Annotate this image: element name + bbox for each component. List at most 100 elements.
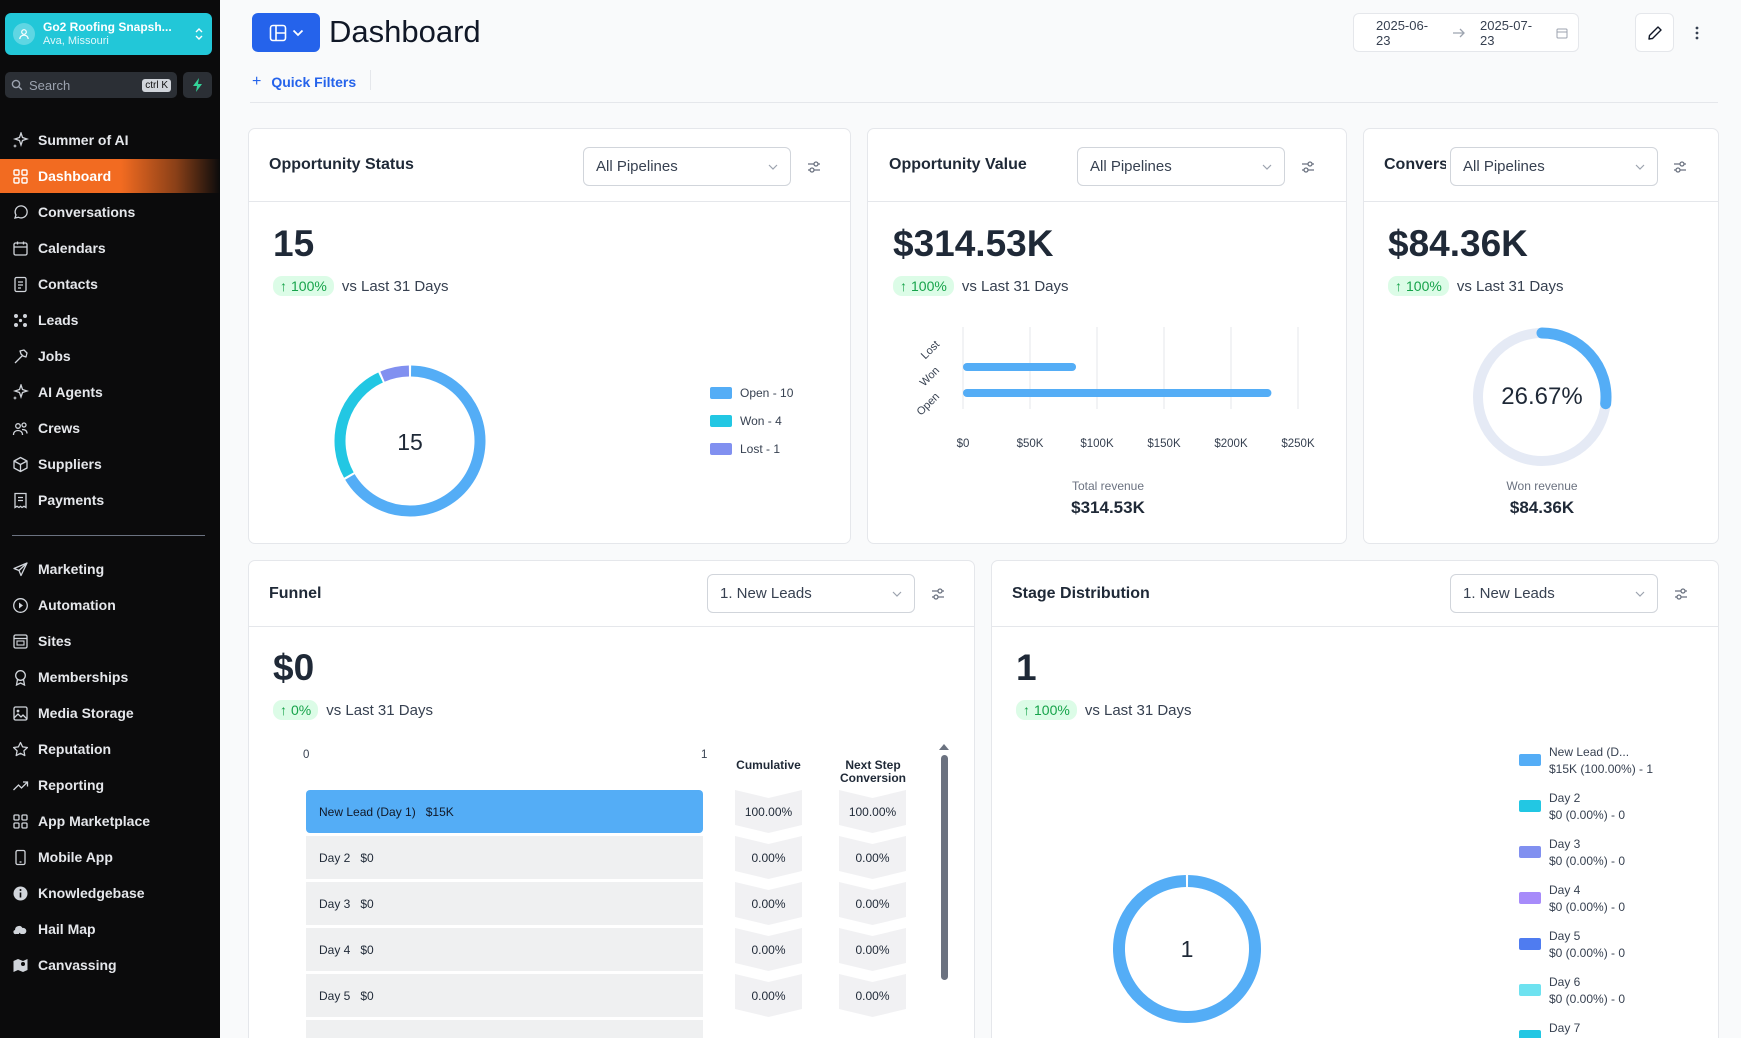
sidebar-item-media-storage[interactable]: Media Storage	[0, 696, 220, 730]
pipeline-select[interactable]: All Pipelines	[1077, 147, 1285, 186]
legend-item[interactable]: Day 6 $0 (0.00%) - 0	[1519, 974, 1625, 1009]
legend-item[interactable]: Day 4 $0 (0.00%) - 0	[1519, 882, 1625, 917]
donut-slice-open[interactable]	[345, 365, 486, 517]
date-range-picker[interactable]: 2025-06-23 2025-07-23	[1353, 13, 1579, 52]
select-value: 1. New Leads	[1463, 585, 1555, 602]
account-location: Ava, Missouri	[43, 34, 109, 47]
sidebar-item-mobile-app[interactable]: Mobile App	[0, 840, 220, 874]
sidebar-item-label: Conversations	[38, 204, 136, 220]
sidebar-item-summer-of-ai[interactable]: Summer of AI	[0, 123, 220, 157]
stage-select[interactable]: 1. New Leads	[707, 574, 915, 613]
legend-item[interactable]: Day 7	[1519, 1020, 1580, 1038]
card-title: Funnel	[269, 585, 322, 602]
sliders-icon[interactable]	[1300, 159, 1316, 175]
arrow-up-icon: ↑	[280, 702, 287, 718]
legend-item[interactable]: New Lead (D... $15K (100.00%) - 1	[1519, 744, 1653, 779]
sidebar-item-hail-map[interactable]: Hail Map	[0, 912, 220, 946]
sidebar-item-reporting[interactable]: Reporting	[0, 768, 220, 802]
funnel-row[interactable]: Day 2 $0	[306, 836, 703, 879]
calendar-icon	[12, 240, 29, 257]
sidebar-item-app-marketplace[interactable]: App Marketplace	[0, 804, 220, 838]
legend-swatch	[710, 387, 732, 399]
funnel-row[interactable]	[306, 1020, 703, 1038]
scrollbar-thumb[interactable]	[940, 755, 948, 980]
sidebar-item-suppliers[interactable]: Suppliers	[0, 447, 220, 481]
legend-item[interactable]: Won - 4	[710, 414, 782, 428]
donut-slice-won[interactable]	[334, 372, 384, 478]
card-header: Opportunity Value All Pipelines	[868, 129, 1346, 202]
stage-distribution-card: Stage Distribution 1. New Leads 1 ↑ 100% …	[991, 560, 1719, 1038]
sidebar-item-canvassing[interactable]: Canvassing	[0, 948, 220, 982]
sidebar-item-marketing[interactable]: Marketing	[0, 552, 220, 586]
sparkle-icon	[12, 131, 29, 149]
funnel-stage: Day 5	[319, 988, 351, 1003]
edit-dashboard-button[interactable]	[1635, 13, 1674, 52]
sidebar-item-label: Memberships	[38, 669, 129, 685]
metric-value: $0	[273, 647, 315, 688]
quick-action-button[interactable]	[183, 72, 212, 98]
arrow-up-icon: ↑	[1395, 278, 1402, 294]
sidebar-item-knowledgebase[interactable]: Knowledgebase	[0, 876, 220, 910]
sidebar-item-label: Jobs	[38, 348, 71, 364]
sidebar-item-automation[interactable]: Automation	[0, 588, 220, 622]
cumulative-cell: 100.00%	[735, 790, 802, 833]
funnel-row[interactable]: Day 3 $0	[306, 882, 703, 925]
arrow-up-icon: ↑	[280, 278, 287, 294]
search-input[interactable]: Search ctrl K	[5, 72, 177, 98]
sidebar-item-payments[interactable]: Payments	[0, 483, 220, 517]
sidebar-item-crews[interactable]: Crews	[0, 411, 220, 445]
sidebar-item-leads[interactable]: Leads	[0, 303, 220, 337]
legend-item[interactable]: Day 2 $0 (0.00%) - 0	[1519, 790, 1625, 825]
conversion-card: Conversion All Pipelines $84.36K ↑100% v…	[1363, 128, 1719, 544]
legend-item[interactable]: Lost - 1	[710, 442, 780, 456]
funnel-row[interactable]: New Lead (Day 1) $15K	[306, 790, 703, 833]
account-switcher[interactable]: Go2 Roofing Snapsh... Ava, Missouri	[5, 13, 212, 55]
legend-item[interactable]: Day 5 $0 (0.00%) - 0	[1519, 928, 1625, 963]
stage-donut-chart	[1113, 875, 1261, 1023]
x-tick-label: $250K	[1281, 438, 1315, 450]
sliders-icon[interactable]	[930, 586, 946, 602]
sidebar-item-label: Crews	[38, 420, 81, 436]
sidebar-item-ai-agents[interactable]: AI Agents	[0, 375, 220, 409]
funnel-row[interactable]: Day 4 $0	[306, 928, 703, 971]
sidebar-item-memberships[interactable]: Memberships	[0, 660, 220, 694]
cumulative-header: Cumulative	[736, 758, 801, 772]
layout-switcher-button[interactable]	[252, 13, 320, 52]
funnel-amount: $0	[360, 988, 374, 1003]
pipeline-select[interactable]: All Pipelines	[583, 147, 791, 186]
legend-name: Day 7	[1549, 1021, 1581, 1035]
quick-filters-button[interactable]: + Quick Filters	[252, 73, 356, 91]
donut-slice-lost[interactable]	[380, 365, 410, 382]
sidebar-item-dashboard[interactable]: Dashboard	[0, 159, 220, 193]
sidebar-item-conversations[interactable]: Conversations	[0, 195, 220, 229]
next-step-cell: 0.00%	[839, 974, 906, 1017]
sliders-icon[interactable]	[806, 159, 822, 175]
chevron-down-icon	[292, 29, 304, 37]
sidebar-item-calendars[interactable]: Calendars	[0, 231, 220, 265]
sidebar-item-sites[interactable]: Sites	[0, 624, 220, 658]
legend-item[interactable]: Day 3 $0 (0.00%) - 0	[1519, 836, 1625, 871]
funnel-axis-max: 1	[701, 749, 708, 761]
sliders-icon[interactable]	[1672, 159, 1688, 175]
bar-open[interactable]	[963, 389, 1272, 397]
donut-slice-new-lead-d-[interactable]	[1113, 875, 1261, 1023]
ring-progress[interactable]	[1536, 327, 1612, 410]
more-options-icon[interactable]	[1690, 22, 1704, 44]
funnel-row[interactable]: Day 5 $0	[306, 974, 703, 1017]
sliders-icon[interactable]	[1673, 586, 1689, 602]
pipeline-select[interactable]: All Pipelines	[1450, 147, 1658, 186]
funnel-scrollbar[interactable]	[938, 744, 950, 1038]
legend-swatch	[1519, 892, 1541, 904]
chevron-updown-icon	[194, 27, 204, 41]
select-value: All Pipelines	[1463, 158, 1545, 175]
sidebar-item-reputation[interactable]: Reputation	[0, 732, 220, 766]
stage-select[interactable]: 1. New Leads	[1450, 574, 1658, 613]
bar-won[interactable]	[963, 363, 1077, 371]
card-title: Opportunity Status	[269, 156, 414, 173]
legend-detail: $0 (0.00%) - 0	[1549, 900, 1626, 915]
card-title: Stage Distribution	[1012, 585, 1150, 602]
sidebar-item-jobs[interactable]: Jobs	[0, 339, 220, 373]
chart-caption: Won revenue	[1506, 479, 1578, 493]
legend-item[interactable]: Open - 10	[710, 386, 793, 400]
sidebar-item-contacts[interactable]: Contacts	[0, 267, 220, 301]
